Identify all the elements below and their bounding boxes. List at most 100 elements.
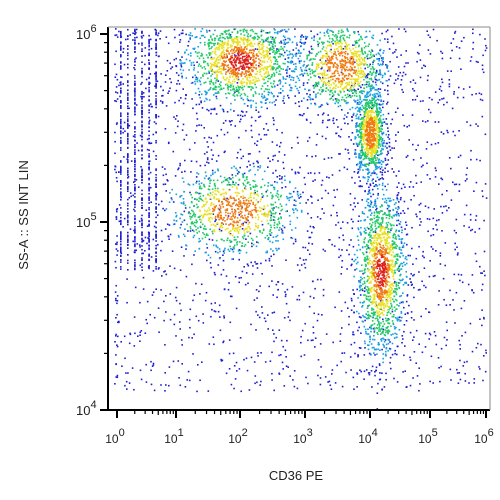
event-dot [177,79,179,82]
event-dot [446,129,448,132]
event-dot [396,262,398,265]
event-dot [312,280,314,283]
event-dot [429,53,432,55]
event-dot [296,387,299,390]
event-dot [311,155,313,158]
event-dot [215,86,218,88]
event-dot [141,219,143,221]
event-dot [212,173,214,175]
event-dot [115,216,118,219]
event-dot [387,152,390,155]
event-dot [164,81,167,83]
event-dot [385,350,387,353]
event-dot [426,162,428,165]
event-dot [180,59,182,62]
event-dot [169,265,171,267]
event-dot [370,160,373,163]
event-dot [330,97,333,99]
event-dot [481,289,483,291]
event-dot [460,40,463,42]
event-dot [469,219,472,221]
event-dot [374,155,376,157]
event-dot [477,125,479,127]
event-dot [340,35,342,37]
event-dot [388,318,390,321]
event-dot [381,138,384,140]
event-dot [394,288,396,290]
event-dot [270,217,272,219]
event-dot [398,214,400,217]
event-dot [174,175,177,177]
event-dot [246,182,249,185]
event-dot [175,193,178,196]
event-dot [443,103,445,106]
event-dot [240,276,242,279]
event-dot [369,102,372,105]
event-dot [370,56,373,58]
event-dot [164,344,166,346]
event-dot [164,209,166,212]
event-dot [204,171,207,174]
event-dot [235,86,238,89]
event-dot [311,72,314,75]
event-dot [383,142,385,144]
event-dot [298,101,300,103]
event-dot [351,119,353,122]
event-dot [350,369,352,371]
event-dot [200,55,203,57]
event-dot [328,239,330,241]
event-dot [185,58,188,61]
event-dot [210,75,212,77]
event-dot [345,102,348,105]
event-dot [147,237,150,239]
event-dot [316,319,319,322]
event-dot [211,39,214,41]
event-dot [332,39,334,42]
event-dot [386,123,388,125]
event-dot [396,199,399,201]
event-dot [120,105,122,107]
event-dot [124,130,126,132]
event-dot [149,313,151,316]
event-dot [338,100,340,102]
event-dot [307,172,310,175]
event-dot [321,104,324,106]
event-dot [214,29,216,32]
event-dot [279,73,282,76]
event-dot [407,284,410,286]
event-dot [378,106,381,109]
event-dot [211,239,214,241]
event-dot [277,240,279,242]
event-dot [120,36,122,39]
event-dot [398,207,400,209]
event-dot [282,54,285,57]
event-dot [373,93,376,95]
event-dot [197,227,199,229]
event-dot [329,384,332,387]
event-dot [294,238,297,241]
event-dot [214,86,217,89]
event-dot [141,75,143,78]
event-dot [127,170,129,172]
event-dot [268,285,270,288]
event-dot [395,333,398,335]
event-dot [366,216,369,218]
event-dot [198,186,201,188]
event-dot [336,98,338,100]
event-dot [206,233,208,235]
event-dot [134,106,136,108]
event-dot [359,111,361,113]
event-dot [379,222,382,224]
event-dot [276,234,279,237]
event-dot [310,98,312,100]
event-dot [246,98,249,100]
event-dot [372,313,375,315]
event-dot [305,69,308,72]
event-dot [279,195,282,198]
event-dot [392,323,395,326]
event-dot [273,80,275,82]
event-dot [358,285,361,288]
event-dot [463,213,466,216]
event-dot [200,93,203,96]
event-dot [365,313,367,315]
